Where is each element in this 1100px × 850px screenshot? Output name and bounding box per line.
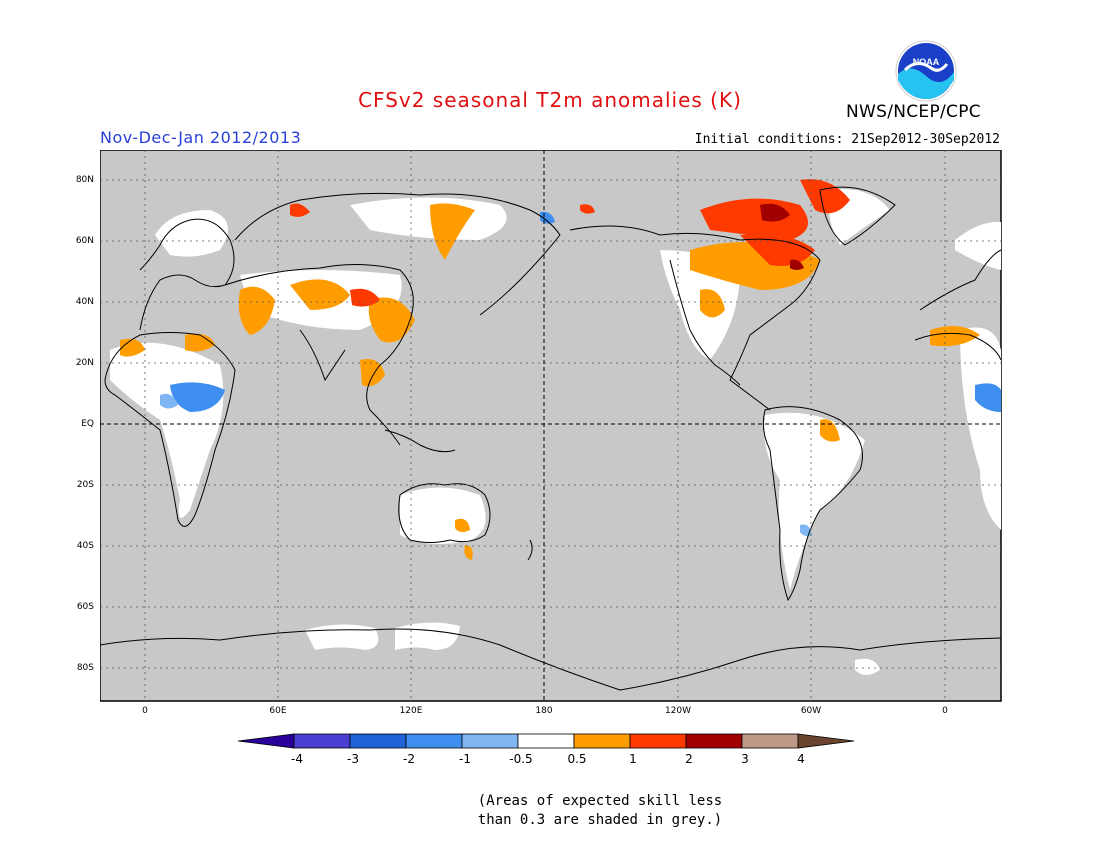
colorbar-label-0-5: 0.5	[567, 752, 587, 766]
coastlines	[100, 186, 1002, 691]
lat-label-60s: 60S	[76, 602, 94, 612]
noaa-logo-text: NOAA	[913, 57, 940, 67]
colorbar-segment-7	[629, 733, 687, 749]
colorbar-label-4: 4	[797, 752, 805, 766]
agency-label: NWS/NCEP/CPC	[846, 102, 981, 122]
lon-label-120e: 120E	[399, 706, 423, 716]
colorbar-label-minus1: -1	[459, 752, 471, 766]
lat-label-80n: 80N	[75, 175, 94, 185]
lon-label-0: 0	[142, 706, 148, 716]
colorbar-segment-1	[293, 733, 351, 749]
lon-label-120w: 120W	[664, 706, 692, 716]
skill-note: (Areas of expected skill less than 0.3 a…	[470, 792, 730, 830]
colorbar	[238, 733, 855, 749]
world-map	[100, 150, 1002, 702]
colorbar-label-minus4: -4	[291, 752, 303, 766]
lon-label-60w: 60W	[800, 706, 822, 716]
colorbar-segment-3	[405, 733, 463, 749]
colorbar-label-minus0-5: -0.5	[509, 752, 533, 766]
map-ocean-background	[100, 150, 1002, 702]
colorbar-segment-2	[349, 733, 407, 749]
gridlines	[100, 150, 1001, 701]
skill-note-line2: than 0.3 are shaded in grey.)	[477, 812, 723, 828]
colorbar-label-1: 1	[629, 752, 637, 766]
colorbar-segment-10	[797, 733, 855, 749]
colorbar-segment-0	[238, 733, 295, 749]
lon-label-0-right: 0	[942, 706, 948, 716]
lon-label-180: 180	[535, 706, 553, 716]
reference-lines	[100, 150, 1001, 701]
colorbar-segment-6	[573, 733, 631, 749]
colorbar-segment-4	[461, 733, 519, 749]
lat-label-80s: 80S	[76, 663, 94, 673]
initial-conditions-label: Initial conditions: 21Sep2012-30Sep2012	[694, 132, 1000, 147]
anomaly-red-areas	[290, 179, 850, 307]
colorbar-segment-9	[741, 733, 799, 749]
lat-label-60n: 60N	[75, 236, 94, 246]
skill-note-line1: (Areas of expected skill less	[477, 793, 723, 809]
colorbar-segment-5	[517, 733, 575, 749]
anomaly-orange-areas	[120, 203, 980, 560]
noaa-logo-icon: NOAA	[895, 40, 957, 102]
lat-label-40n: 40N	[75, 297, 94, 307]
chart-title: CFSv2 seasonal T2m anomalies (K)	[358, 88, 742, 112]
lat-label-eq: EQ	[81, 419, 94, 429]
season-label: Nov-Dec-Jan 2012/2013	[100, 128, 302, 147]
lat-label-20n: 20N	[75, 358, 94, 368]
anomaly-blue-areas	[170, 211, 1001, 412]
colorbar-label-2: 2	[685, 752, 693, 766]
colorbar-label-3: 3	[741, 752, 749, 766]
colorbar-label-minus3: -3	[347, 752, 359, 766]
colorbar-label-minus2: -2	[403, 752, 415, 766]
colorbar-segment-8	[685, 733, 743, 749]
lat-label-20s: 20S	[76, 480, 94, 490]
lon-label-60e: 60E	[269, 706, 287, 716]
lat-label-40s: 40S	[76, 541, 94, 551]
anomaly-darkred-areas	[760, 203, 804, 270]
